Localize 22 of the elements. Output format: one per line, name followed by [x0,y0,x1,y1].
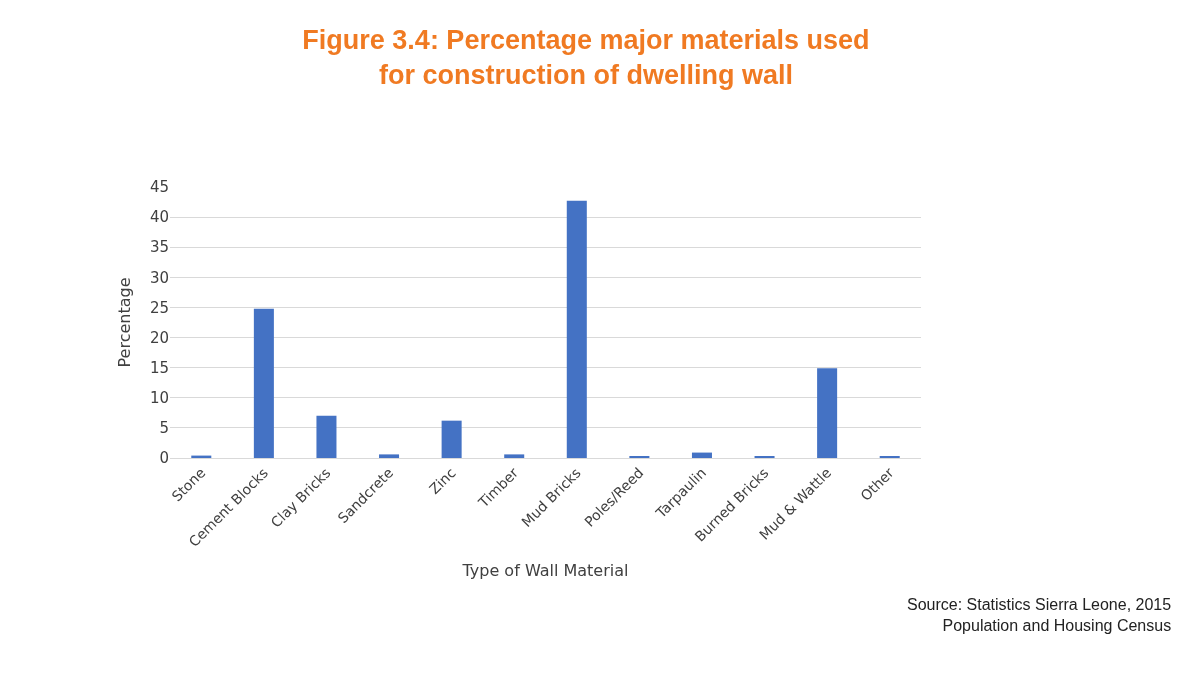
y-tick-label: 0 [159,449,169,468]
y-tick-label: 25 [149,298,169,317]
bar [691,452,712,458]
chart-title: Figure 3.4: Percentage major materials used for construction of dwelling wall [302,24,870,90]
x-axis-title: Type of Wall Material [461,560,629,580]
source-note: Source: Statistics Sierra Leone, 2015 Population and Housing Census [907,596,1172,634]
bar [379,454,400,458]
bar [504,454,525,458]
y-tick-label: 15 [149,358,169,377]
y-axis-title: Percentage [114,277,134,368]
bar [316,415,337,458]
bar [566,200,587,458]
y-tick-label: 30 [149,268,169,287]
y-tick-label: 40 [149,208,169,227]
bar [817,368,838,458]
y-tick-label: 5 [159,419,169,438]
y-tick-label: 10 [149,389,169,408]
bar [441,420,462,458]
y-tick-label: 45 [149,178,169,197]
y-tick-label: 35 [149,238,169,257]
y-tick-label: 20 [149,328,169,347]
bar [253,308,274,458]
